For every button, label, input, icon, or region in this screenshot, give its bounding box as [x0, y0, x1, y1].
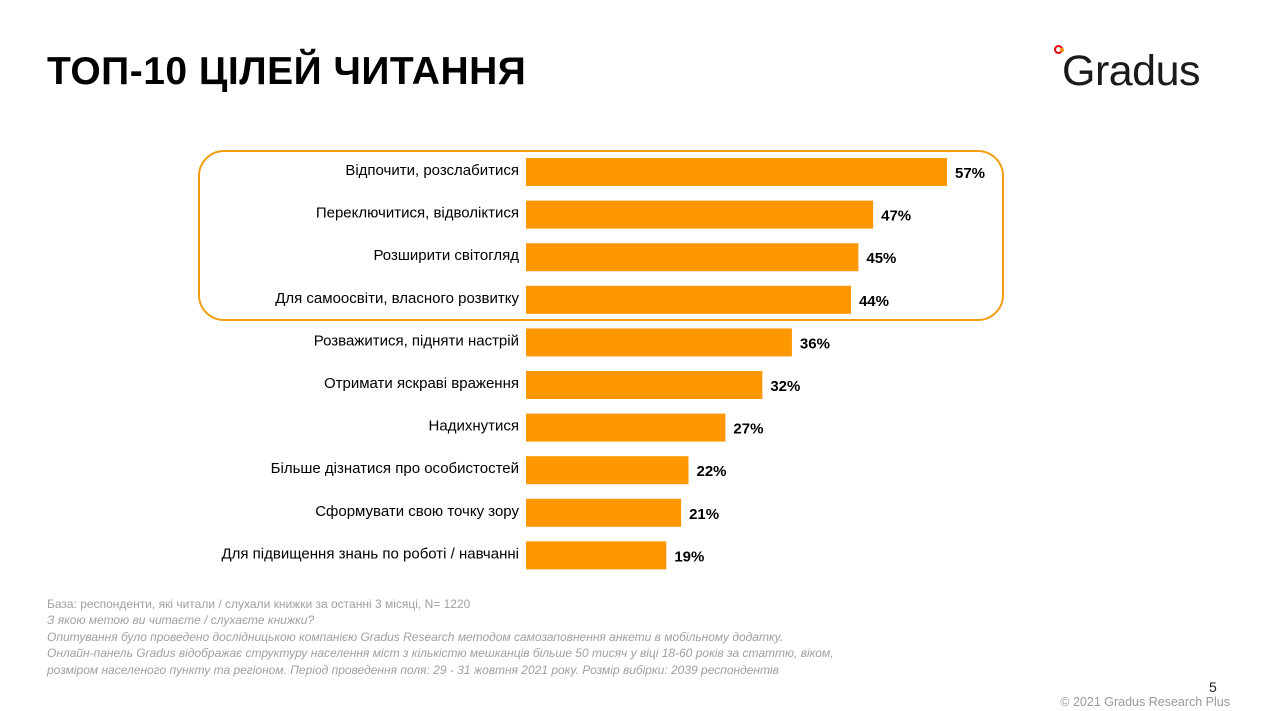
category-label: Відпочити, розслабитися [345, 162, 519, 179]
footnote-base: База: респонденти, які читали / слухали … [47, 597, 471, 611]
value-label: 57% [955, 165, 985, 182]
category-label: Розважитися, підняти настрій [314, 332, 519, 349]
bar [526, 413, 726, 442]
page-title: ТОП-10 ЦІЛЕЙ ЧИТАННЯ [47, 50, 527, 93]
value-label: 44% [859, 293, 889, 310]
bar [526, 243, 859, 272]
bar [526, 158, 947, 186]
category-label: Отримати яскраві враження [324, 375, 519, 392]
top-four-highlight-frame [198, 150, 1004, 321]
footnotes: База: респонденти, які читали / слухали … [47, 596, 947, 678]
copyright: © 2021 Gradus Research Plus [1060, 695, 1230, 709]
value-label: 32% [770, 378, 800, 395]
footnote-question: З якою метою ви читаєте / слухаєте книжк… [47, 613, 315, 628]
bar [526, 541, 667, 570]
category-label: Більше дізнатися про особистостей [271, 460, 519, 477]
bar [526, 328, 792, 357]
value-label: 36% [800, 335, 830, 352]
value-label: 21% [689, 506, 719, 523]
category-label: Для самоосвіти, власного розвитку [275, 290, 519, 307]
logo-text: Gradus [1062, 47, 1201, 95]
category-label: Переключитися, відволіктися [316, 205, 519, 222]
footnote-panel-line2: розміром населеного пункту та регіоном. … [47, 662, 779, 677]
value-label: 27% [733, 421, 763, 438]
value-label: 19% [674, 548, 704, 565]
bar [526, 285, 851, 314]
category-label: Для підвищення знань по роботі / навчанн… [221, 545, 519, 562]
bar [526, 498, 682, 527]
value-label: 22% [696, 463, 726, 480]
category-label: Надихнутися [429, 418, 519, 435]
footnote-panel-line1: Онлайн-панель Gradus відображає структур… [47, 646, 834, 661]
page-number: 5 [1209, 679, 1217, 695]
value-label: 47% [881, 208, 911, 225]
value-label: 45% [866, 250, 896, 267]
footnote-method: Опитування було проведено дослідницькою … [47, 629, 784, 644]
bar [526, 456, 689, 485]
logo-dot-icon [1054, 45, 1064, 54]
category-label: Розширити світогляд [373, 247, 519, 264]
bar [526, 200, 874, 229]
bar [526, 371, 763, 399]
gradus-logo: Gradus [1052, 42, 1232, 97]
category-label: Сформувати свою точку зору [315, 503, 519, 520]
